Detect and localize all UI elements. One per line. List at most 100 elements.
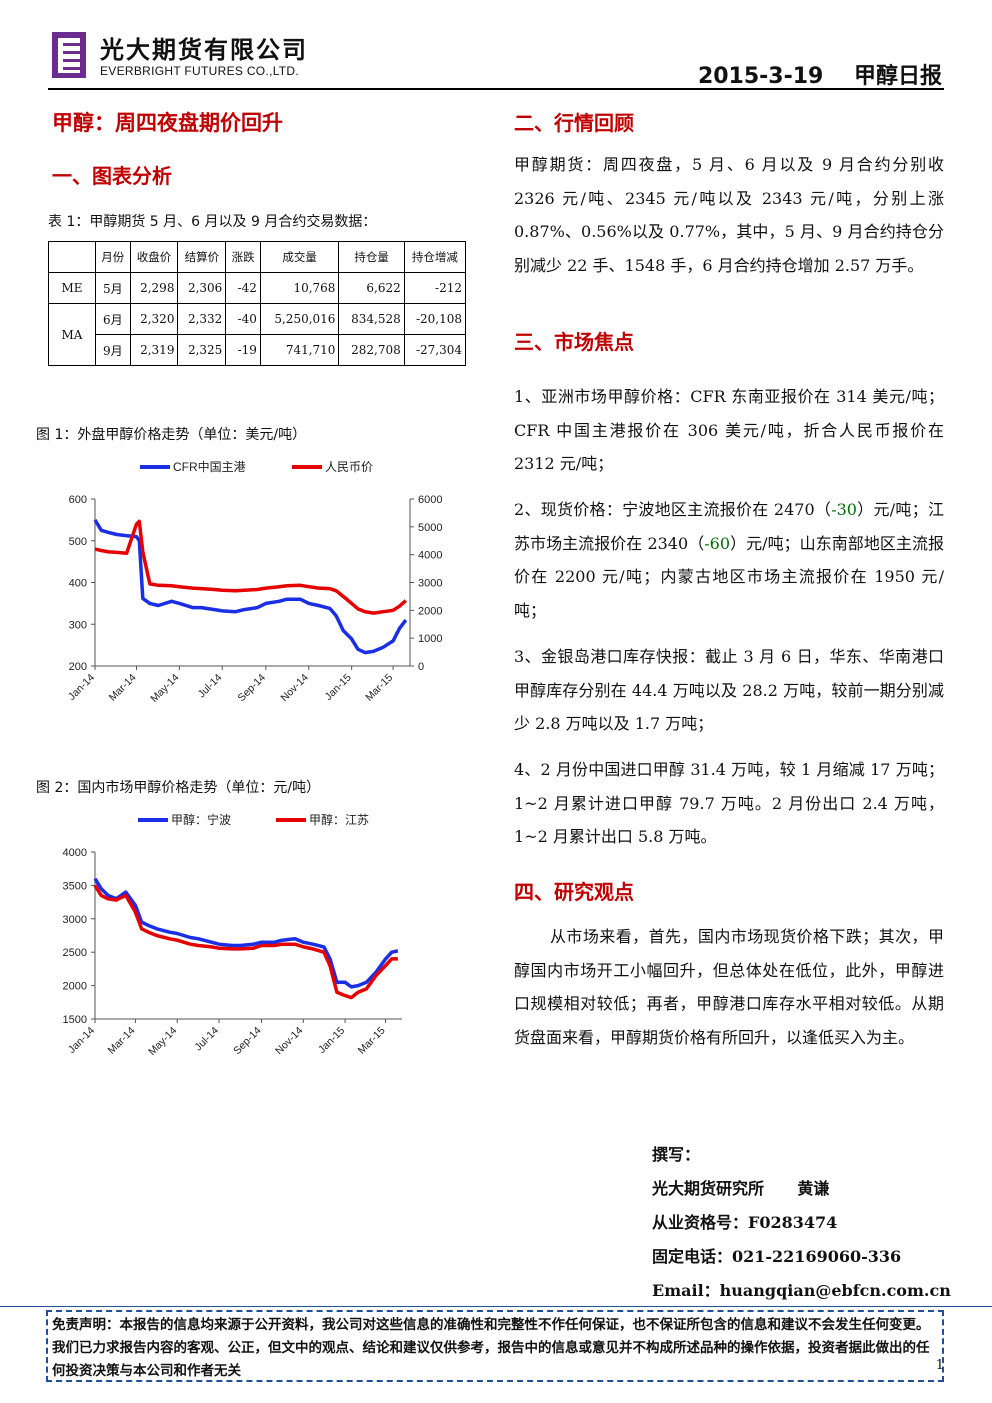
table-cell: -20,108 <box>403 303 467 335</box>
x-tick-label: Sep-14 <box>231 1025 264 1058</box>
x-tick-label: May-14 <box>148 672 181 705</box>
focus-item-3: 3、金银岛港口库存快报：截止 3 月 6 日，华东、华南港口甲醇库存分别在 44… <box>514 647 944 733</box>
focus-item-1: 1、亚洲市场甲醇价格：CFR 东南亚报价在 314 美元/吨； CFR 中国主港… <box>514 387 944 473</box>
y-tick-label: 4000 <box>63 847 87 859</box>
table-group-cell: ME <box>48 272 96 304</box>
x-tick-label: Jul-14 <box>196 672 225 701</box>
table-cell: 6月 <box>95 303 131 335</box>
table-group-cell: MA <box>48 303 96 366</box>
signature-email[interactable]: Email：huangqian@ebfcn.com.cn <box>652 1281 951 1300</box>
table-cell: 2,325 <box>177 334 227 366</box>
signature-author: 光大期货研究所 黄谦 <box>652 1179 830 1198</box>
section1-title: 一、图表分析 <box>52 164 172 188</box>
x-tick-label: Nov-14 <box>278 672 311 705</box>
x-tick-label: Jul-14 <box>192 1025 221 1054</box>
research-view-text: 从市场来看，首先，国内市场现货价格下跌；其次，甲醇国内市场开工小幅回升，但总体处… <box>514 927 944 1047</box>
disclaimer-text: 免责声明：本报告的信息均来源于公开资料，我公司对这些信息的准确性和完整性不作任何… <box>52 1317 930 1379</box>
table-row: 9月 2,319 2,325 -19 741,710 282,708 -27,3… <box>49 334 467 366</box>
y-tick-label: 400 <box>69 578 87 590</box>
table-row: ME 5月 2,298 2,306 -42 10,768 6,622 -212 <box>48 272 467 304</box>
table-cell: 10,768 <box>259 272 340 304</box>
table-cell: 834,528 <box>338 303 405 335</box>
x-tick-label: Nov-14 <box>273 1025 306 1058</box>
signature-license: 从业资格号：F0283474 <box>652 1213 838 1232</box>
table-header-cell: 收盘价 <box>129 241 179 273</box>
table-cell: 2,306 <box>177 272 227 304</box>
legend-label: 甲醇：江苏 <box>309 812 369 827</box>
focus-item-4: 4、2 月份中国进口甲醇 31.4 万吨，较 1 月缩减 17 万吨；1~2 月… <box>514 760 944 846</box>
footer-rule <box>0 1306 992 1307</box>
focus-item-2-text: ）元/吨；山东南部地区主流报价在 2200 元/吨；内蒙古地区市场主流报价在 1… <box>514 533 944 620</box>
table-cell: 2,320 <box>129 303 179 335</box>
series-line <box>93 884 398 1000</box>
contract-table: 月份 收盘价 结算价 涨跌 成交量 持仓量 持仓增减 ME 5月 2,298 2… <box>48 241 467 366</box>
table-cell: 5月 <box>95 272 131 304</box>
table-corner <box>48 241 96 273</box>
y-tick-label: 600 <box>69 494 87 506</box>
legend-label: 人民币价 <box>325 460 373 474</box>
table-cell: -19 <box>225 334 261 366</box>
x-tick-label: Mar-15 <box>363 672 395 704</box>
x-tick-label: Mar-14 <box>106 1025 138 1057</box>
market-review-text: 甲醇期货：周四夜盘，5 月、6 月以及 9 月合约分别收 2326 元/吨、23… <box>514 155 944 275</box>
series-line <box>93 518 408 655</box>
author-signature: 撰写： 光大期货研究所 黄谦 从业资格号：F0283474 固定电话：021-2… <box>652 1138 952 1308</box>
y2-tick-label: 0 <box>418 661 424 673</box>
table-cell: 2,319 <box>129 334 179 366</box>
legend-label: CFR中国主港 <box>173 459 246 474</box>
y2-tick-label: 6000 <box>418 494 442 506</box>
x-tick-label: Mar-15 <box>356 1025 388 1057</box>
report-date-title: 2015-3-19 甲醇日报 <box>697 64 942 89</box>
series-line <box>94 519 407 615</box>
table-cell: -27,304 <box>403 334 467 366</box>
table-cell: -40 <box>225 303 261 335</box>
table-header-cell: 月份 <box>95 241 131 273</box>
y2-tick-label: 1000 <box>418 633 442 645</box>
table-header-row: 月份 收盘价 结算价 涨跌 成交量 持仓量 持仓增减 <box>48 241 467 273</box>
focus-item-2-text: ）元/吨；江苏市场主流报价在 2340（ <box>514 500 944 553</box>
page-number: 1 <box>935 1358 944 1373</box>
company-name-cn: 光大期货有限公司 <box>100 36 308 64</box>
x-tick-label: Jan-14 <box>66 672 97 703</box>
figure1-caption: 图 1：外盘甲醇价格走势（单位：美元/吨） <box>36 427 307 443</box>
focus-item-2: 2、现货价格：宁波地区主流报价在 2470（-30）元/吨；江苏市场主流报价在 … <box>514 493 944 627</box>
x-tick-label: May-14 <box>146 1025 179 1058</box>
header-rule <box>48 88 944 90</box>
headline: 甲醇：周四夜盘期价回升 <box>52 111 283 135</box>
table-cell: 741,710 <box>259 334 340 366</box>
x-tick-label: Mar-14 <box>107 672 139 704</box>
table-cell: 2,298 <box>129 272 179 304</box>
y-tick-label: 500 <box>69 536 87 548</box>
x-tick-label: Jan-14 <box>66 1025 97 1056</box>
y-tick-label: 2000 <box>63 981 87 993</box>
y2-tick-label: 4000 <box>418 550 442 562</box>
focus-item-2-text: 2、现货价格：宁波地区主流报价在 2470（ <box>514 500 832 519</box>
table-caption: 表 1：甲醇期货 5 月、6 月以及 9 月合约交易数据： <box>48 214 377 230</box>
section4-title: 四、研究观点 <box>514 880 634 904</box>
signature-label: 撰写： <box>652 1145 701 1164</box>
legend-label: 甲醇：宁波 <box>171 812 231 827</box>
table-cell: -42 <box>225 272 261 304</box>
section3-title: 三、市场焦点 <box>514 330 634 354</box>
y2-tick-label: 2000 <box>418 605 442 617</box>
x-tick-label: Jan-15 <box>323 672 354 703</box>
disclaimer-box: 免责声明：本报告的信息均来源于公开资料，我公司对这些信息的准确性和完整性不作任何… <box>46 1310 944 1382</box>
series-line <box>93 877 399 989</box>
table-cell: 2,332 <box>177 303 227 335</box>
y2-tick-label: 5000 <box>418 522 442 534</box>
table-cell: 5,250,016 <box>259 303 340 335</box>
y2-tick-label: 3000 <box>418 578 442 590</box>
section2-title: 二、行情回顾 <box>514 111 634 135</box>
chart-domestic-price: 甲醇：宁波 甲醇：江苏 1500 2000 2500 3000 3500 4000 Jan-14… <box>63 812 402 1058</box>
table-cell: 282,708 <box>338 334 405 366</box>
table-cell: -212 <box>403 272 467 304</box>
jiangsu-change-value: -60 <box>704 533 731 553</box>
table-header-cell: 持仓量 <box>338 241 405 273</box>
x-tick-label: Sep-14 <box>236 672 269 705</box>
table-header-cell: 结算价 <box>177 241 227 273</box>
company-logo <box>52 32 86 78</box>
signature-phone: 固定电话：021-22169060-336 <box>652 1247 902 1266</box>
figure2-caption: 图 2：国内市场甲醇价格走势（单位：元/吨） <box>36 780 321 796</box>
table-header-cell: 成交量 <box>259 241 340 273</box>
company-name-en: EVERBRIGHT FUTURES CO.,LTD. <box>100 64 300 78</box>
